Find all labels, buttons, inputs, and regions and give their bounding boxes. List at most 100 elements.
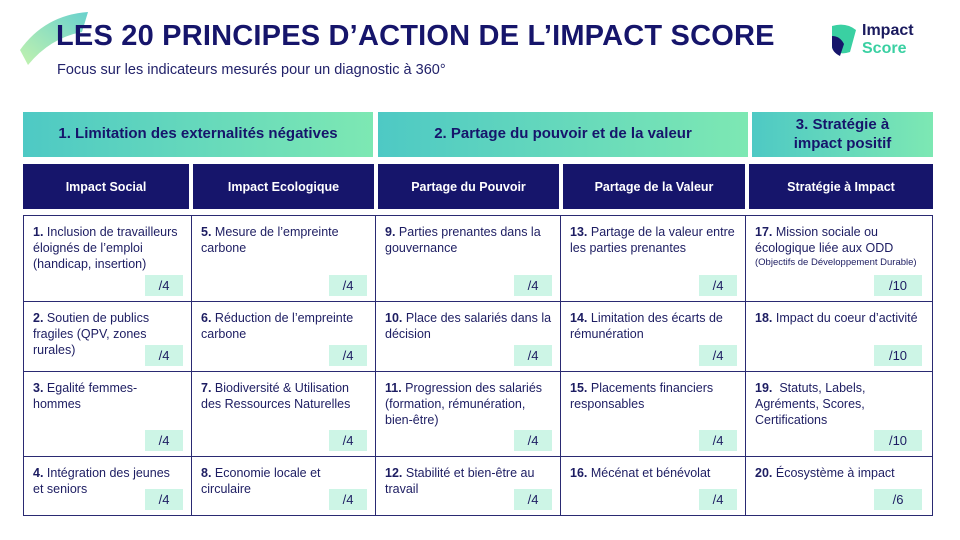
principle-label: Inclusion de travailleurs éloignés de l’… [33,225,182,271]
principle-text: 13. Partage de la valeur entre les parti… [570,224,739,256]
principle-label: Egalité femmes-hommes [33,381,138,411]
page-subtitle: Focus sur les indicateurs mesurés pour u… [57,62,446,78]
principle-text: 11. Progression des salariés (formation,… [385,380,554,428]
principle-text: 4. Intégration des jeunes et seniors [33,465,185,497]
principle-number: 1. [33,225,44,239]
category-partage: 2. Partage du pouvoir et de la valeur [378,112,748,157]
principle-number: 9. [385,225,396,239]
principle-score-badge: /4 [145,430,183,451]
column-header-impact-social: Impact Social [23,164,189,209]
principle-label: Mission sociale ou écologique liée aux O… [755,225,894,255]
category-limitation: 1. Limitation des externalités négatives [23,112,373,157]
principle-label: Soutien de publics fragiles (QPV, zones … [33,311,153,357]
principle-text: 6. Réduction de l’empreinte carbone [201,310,369,342]
principle-text: 1. Inclusion de travailleurs éloignés de… [33,224,185,272]
principle-text: 16. Mécénat et bénévolat [570,465,739,481]
principle-label: Mesure de l’empreinte carbone [201,225,343,255]
principle-text: 8. Economie locale et circulaire [201,465,369,497]
principle-label: Réduction de l’empreinte carbone [201,311,357,341]
principle-number: 12. [385,466,403,480]
principle-score-badge: /4 [699,489,737,510]
principle-text: 17. Mission sociale ou écologique liée a… [755,224,926,268]
principle-text: 9. Parties prenantes dans la gouvernance [385,224,554,256]
principle-cell: 10. Place des salariés dans la décision /… [376,302,561,372]
principle-text: 3. Egalité femmes-hommes [33,380,185,412]
principle-number: 17. [755,225,773,239]
principle-number: 3. [33,381,44,395]
principle-score-badge: /4 [329,489,367,510]
principle-number: 5. [201,225,212,239]
principle-score-badge: /4 [145,489,183,510]
principle-text: 20. Écosystème à impact [755,465,926,481]
impact-score-logo: Impact Score [828,22,938,62]
principle-label: Placements financiers responsables [570,381,717,411]
principle-score-badge: /4 [514,489,552,510]
principle-score-badge: /10 [874,430,922,451]
page-title: LES 20 PRINCIPES D’ACTION DE L’IMPACT SC… [56,20,775,52]
principle-number: 15. [570,381,588,395]
principle-text: 10. Place des salariés dans la décision [385,310,554,342]
principle-score-badge: /4 [145,345,183,366]
principle-cell: 3. Egalité femmes-hommes/4 [24,372,192,457]
principle-text: 7. Biodiversité & Utilisation des Ressou… [201,380,369,412]
principle-cell: 16. Mécénat et bénévolat/4 [561,457,746,515]
column-header-strategie-impact: Stratégie à Impact [749,164,933,209]
principle-text: 19. Statuts, Labels, Agréments, Scores, … [755,380,926,428]
principle-number: 19. [755,381,773,395]
principle-cell: 14. Limitation des écarts de rémunératio… [561,302,746,372]
principle-cell: 12. Stabilité et bien-être au travail/4 [376,457,561,515]
principle-text: 14. Limitation des écarts de rémunératio… [570,310,739,342]
principle-text: 15. Placements financiers responsables [570,380,739,412]
principle-label: Mécénat et bénévolat [587,466,711,480]
principle-number: 4. [33,466,44,480]
logo-mark-icon [832,24,856,56]
principle-label: Partage de la valeur entre les parties p… [570,225,739,255]
principle-cell: 17. Mission sociale ou écologique liée a… [746,216,932,302]
principle-score-badge: /4 [514,345,552,366]
principle-label: Progression des salariés (formation, rém… [385,381,546,427]
column-header-partage-pouvoir: Partage du Pouvoir [378,164,559,209]
logo-text-impact: Impact [862,22,914,39]
principle-label: Economie locale et circulaire [201,466,325,496]
principle-label: Statuts, Labels, Agréments, Scores, Cert… [755,381,869,427]
principle-number: 18. [755,311,773,325]
principle-cell: 9. Parties prenantes dans la gouvernance… [376,216,561,302]
principle-cell: 6. Réduction de l’empreinte carbone/4 [192,302,376,372]
principle-score-badge: /4 [514,275,552,296]
principle-score-badge: /4 [699,275,737,296]
principle-number: 16. [570,466,588,480]
principle-label: Place des salariés dans la décision [385,311,555,341]
principle-score-badge: /4 [329,275,367,296]
principle-label: Limitation des écarts de rémunération [570,311,727,341]
principle-cell: 19. Statuts, Labels, Agréments, Scores, … [746,372,932,457]
principle-text: 18. Impact du coeur d’activité [755,310,926,326]
decorative-swoosh [20,12,88,65]
principle-cell: 11. Progression des salariés (formation,… [376,372,561,457]
principle-score-badge: /6 [874,489,922,510]
principle-note: (Objectifs de Développement Durable) [755,257,917,268]
principle-score-badge: /4 [329,430,367,451]
principles-table: 1. Inclusion de travailleurs éloignés de… [23,215,933,516]
principle-number: 2. [33,311,44,325]
principle-number: 13. [570,225,588,239]
principle-label: Intégration des jeunes et seniors [33,466,174,496]
principle-text: 2. Soutien de publics fragiles (QPV, zon… [33,310,185,358]
principle-number: 11. [385,381,402,395]
principle-text: 5. Mesure de l’empreinte carbone [201,224,369,256]
principle-label: Impact du coeur d’activité [772,311,918,325]
principle-cell: 7. Biodiversité & Utilisation des Ressou… [192,372,376,457]
column-header-impact-ecologique: Impact Ecologique [193,164,374,209]
principle-score-badge: /10 [874,345,922,366]
principle-label: Biodiversité & Utilisation des Ressource… [201,381,353,411]
principle-score-badge: /4 [699,345,737,366]
category-strategie: 3. Stratégie à impact positif [752,112,933,157]
principle-cell: 13. Partage de la valeur entre les parti… [561,216,746,302]
principle-text: 12. Stabilité et bien-être au travail [385,465,554,497]
principle-cell: 2. Soutien de publics fragiles (QPV, zon… [24,302,192,372]
principle-score-badge: /4 [145,275,183,296]
principle-cell: 20. Écosystème à impact/6 [746,457,932,515]
principle-score-badge: /10 [874,275,922,296]
logo-text-score: Score [862,40,907,57]
principle-cell: 1. Inclusion de travailleurs éloignés de… [24,216,192,302]
column-header-partage-valeur: Partage de la Valeur [563,164,745,209]
